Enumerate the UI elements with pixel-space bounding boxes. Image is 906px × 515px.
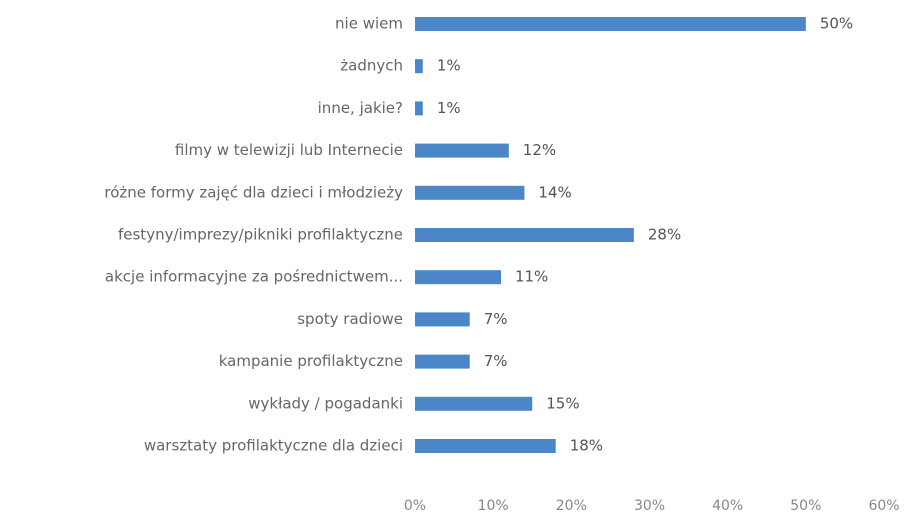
bar-value-label: 15%: [546, 394, 579, 412]
bar: [415, 396, 533, 411]
category-label: wykłady / pogadanki: [248, 394, 403, 412]
category-label: warsztaty profilaktyczne dla dzieci: [144, 437, 403, 455]
bar: [415, 59, 423, 74]
bar: [415, 228, 634, 242]
category-label: akcje informacyjne za pośrednictwem...: [105, 268, 403, 286]
bar-value-label: 28%: [648, 226, 681, 244]
x-tick-label: 60%: [868, 498, 899, 514]
bar-value-label: 14%: [538, 183, 571, 201]
bar-value-label: 50%: [820, 15, 853, 33]
x-tick-label: 0%: [404, 498, 426, 514]
bar-value-label: 11%: [515, 268, 548, 286]
category-label: spoty radiowe: [297, 310, 403, 328]
value-labels: 50% 1% 1% 12% 14% 28% 11% 7% 7% 15% 18%: [437, 15, 853, 455]
x-tick-label: 30%: [634, 498, 665, 514]
bar-value-label: 12%: [523, 141, 556, 159]
bar: [415, 143, 509, 158]
bar: [415, 354, 470, 369]
bar: [415, 17, 806, 31]
bar: [415, 439, 556, 453]
x-tick-label: 10%: [478, 498, 509, 514]
category-label: filmy w telewizji lub Internecie: [175, 141, 403, 159]
bar: [415, 270, 501, 285]
x-tick-label: 20%: [556, 498, 587, 514]
bar-value-label: 1%: [437, 99, 461, 117]
x-axis-tick-labels: 0% 10% 20% 30% 40% 50% 60%: [404, 498, 900, 514]
category-label: żadnych: [340, 57, 403, 75]
bar: [415, 312, 470, 327]
bar-value-label: 1%: [437, 57, 461, 75]
bar: [415, 101, 423, 116]
x-tick-label: 50%: [790, 498, 821, 514]
category-label: nie wiem: [335, 15, 403, 33]
bar: [415, 185, 525, 200]
bar-value-label: 18%: [570, 437, 603, 455]
category-label: inne, jakie?: [318, 99, 403, 117]
bar-value-label: 7%: [484, 310, 508, 328]
category-label: różne formy zajęć dla dzieci i młodzieży: [104, 183, 403, 201]
category-label: festyny/imprezy/pikniki profilaktyczne: [118, 226, 403, 244]
x-tick-label: 40%: [712, 498, 743, 514]
bar-value-label: 7%: [484, 352, 508, 370]
category-label: kampanie profilaktyczne: [219, 352, 403, 370]
bars: [415, 17, 806, 453]
category-labels: nie wiem żadnych inne, jakie? filmy w telew…: [104, 15, 403, 455]
